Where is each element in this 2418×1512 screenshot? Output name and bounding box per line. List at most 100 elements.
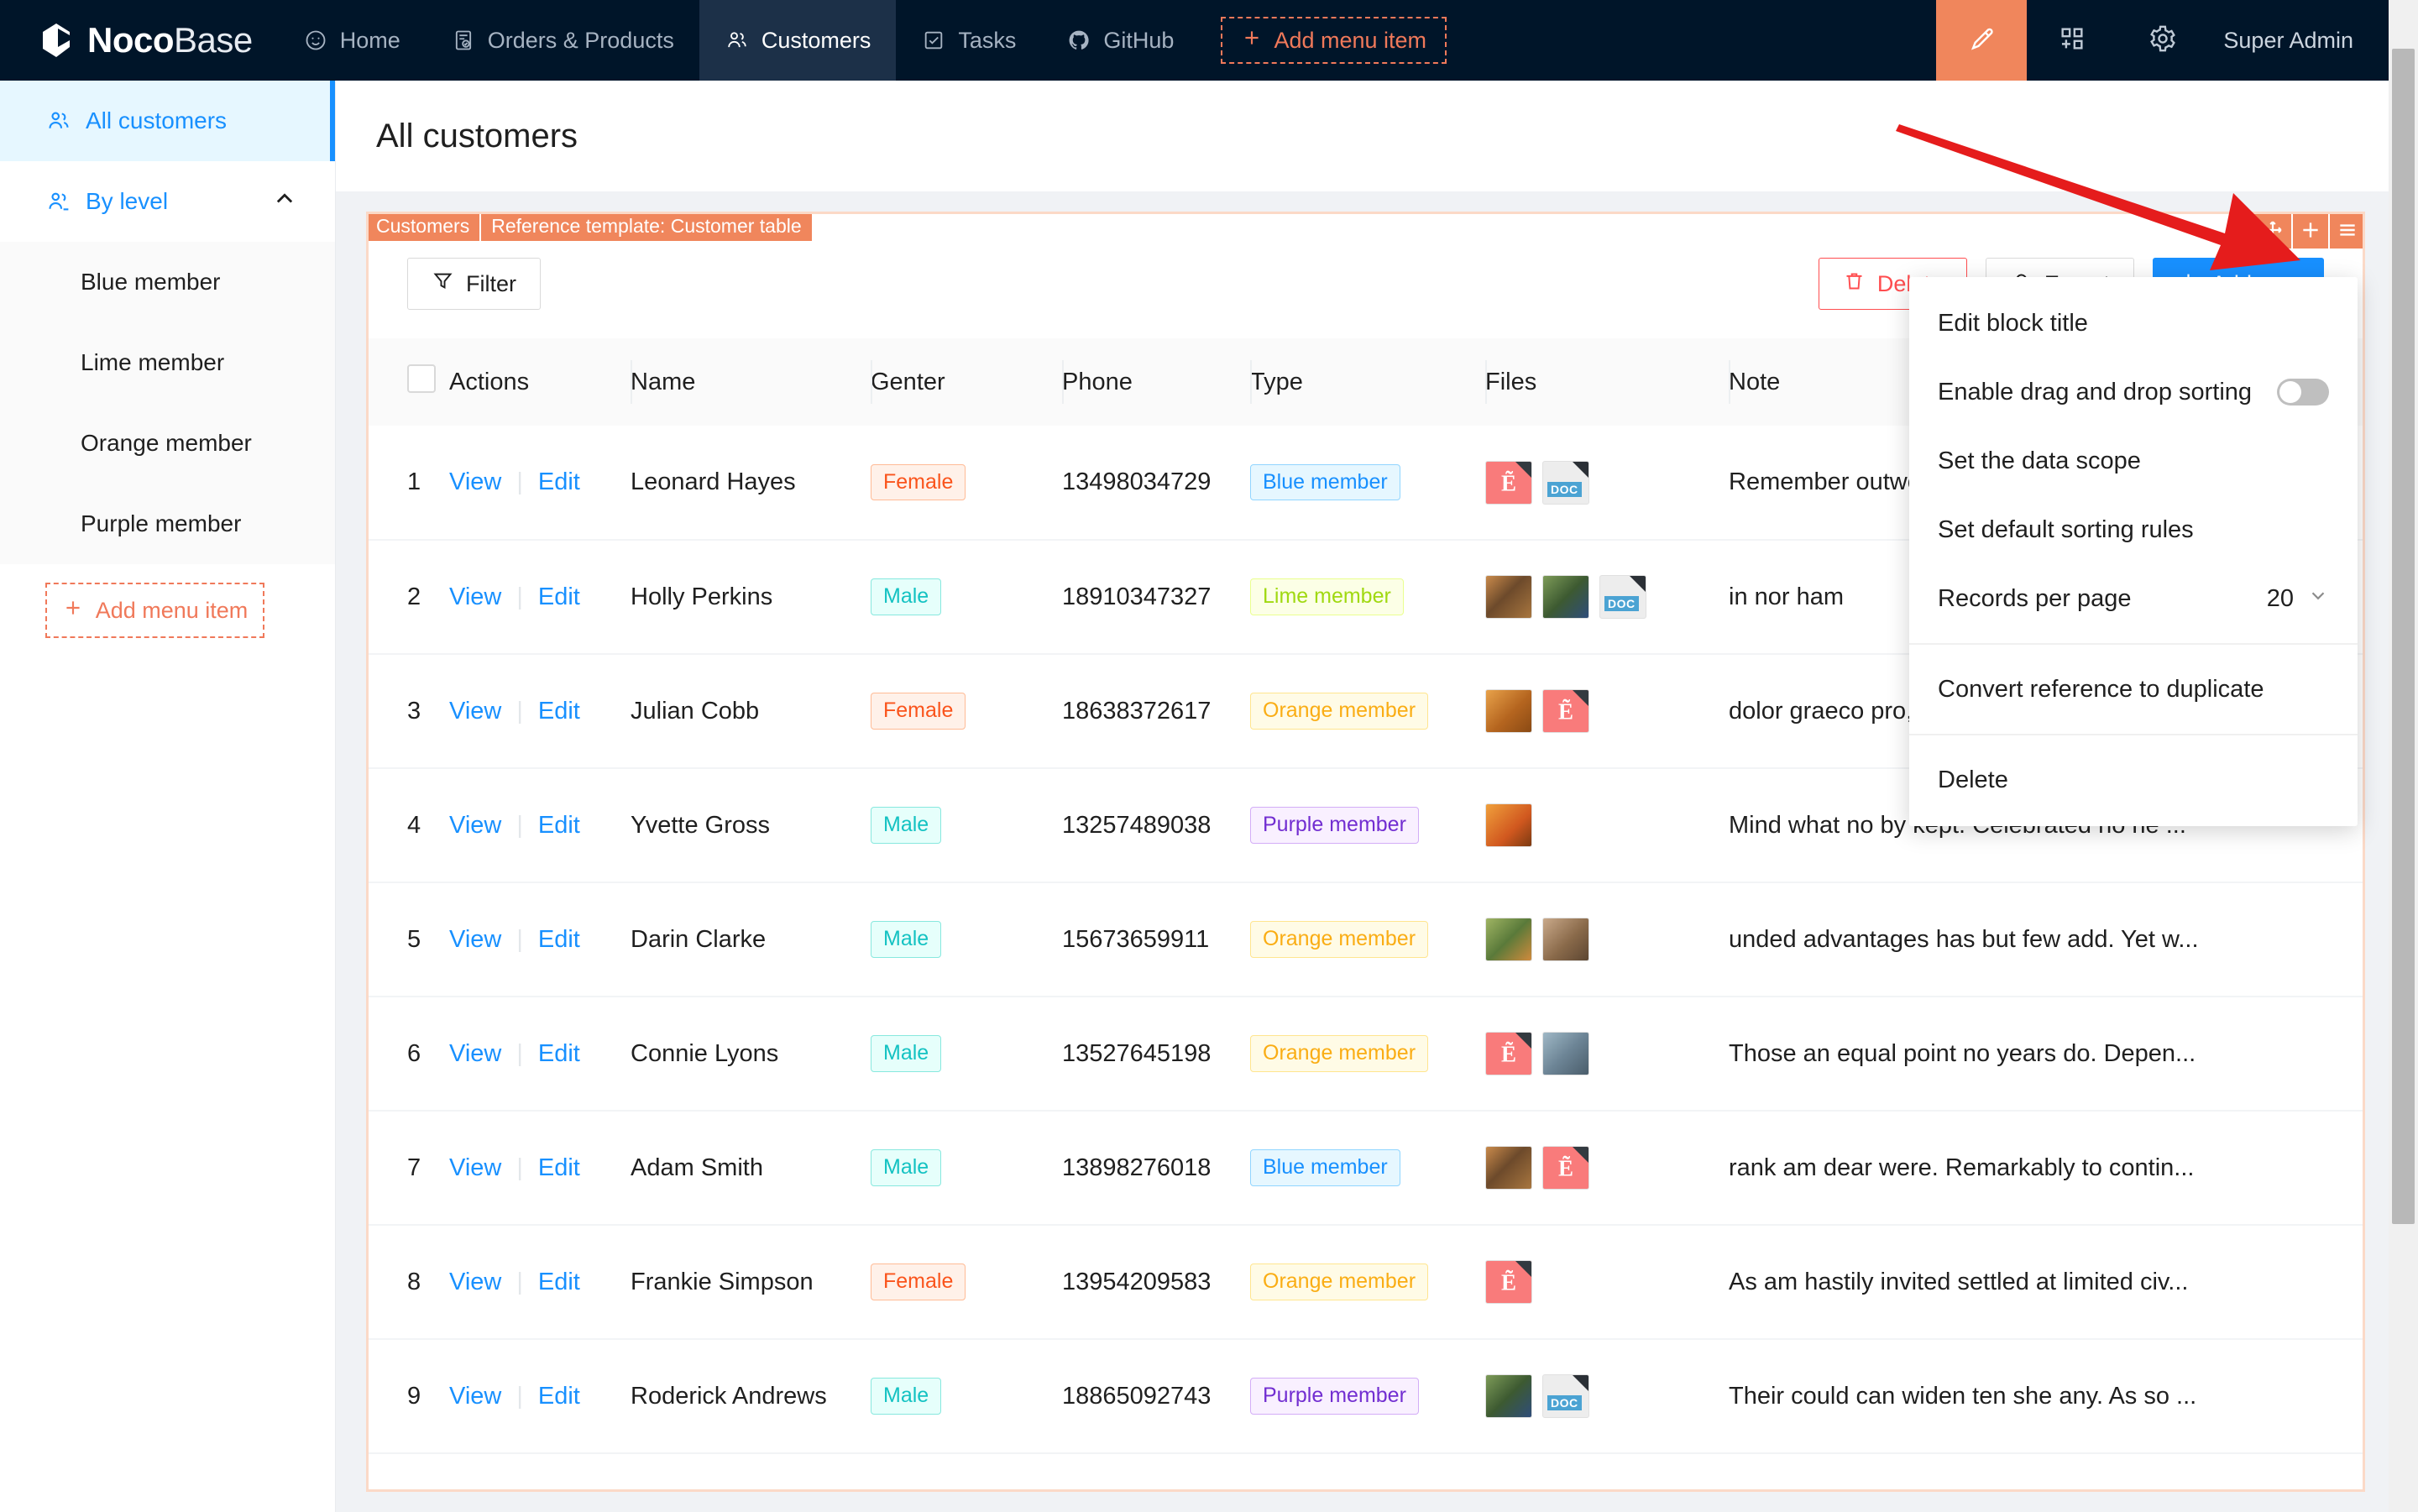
pdf-file-icon[interactable]: Ẽ (1485, 1260, 1532, 1304)
menu-item-enable-drag-and-drop-sorting[interactable]: Enable drag and drop sorting (1909, 358, 2358, 426)
cell-genter: Female (871, 426, 1062, 541)
image-thumbnail[interactable] (1485, 918, 1532, 961)
menu-item-set-default-sorting-rules[interactable]: Set default sorting rules (1909, 495, 2358, 564)
view-link[interactable]: View (449, 1382, 502, 1410)
cell-phone: 13498034729 (1062, 426, 1250, 541)
edit-link[interactable]: Edit (537, 1154, 580, 1181)
scroll-down-icon[interactable] (2389, 1483, 2418, 1512)
view-link[interactable]: View (449, 1268, 502, 1295)
cell-genter: Male (871, 1339, 1062, 1454)
nav-item-home[interactable]: Home (278, 0, 426, 81)
cell-note: rank am dear were. Remarkably to contin.… (1729, 1111, 2363, 1226)
table-row[interactable]: 8 View | Edit Frankie Simpson Female 139… (369, 1225, 2363, 1340)
column-header-files: Files (1485, 338, 1729, 426)
filter-button[interactable]: Filter (407, 258, 541, 310)
sidebar-item-orange-member[interactable]: Orange member (0, 403, 335, 484)
select-all-checkbox[interactable] (407, 364, 436, 393)
cell-name: Julian Cobb (631, 654, 871, 769)
menu-item-set-the-data-scope[interactable]: Set the data scope (1909, 426, 2358, 495)
page-vertical-scrollbar[interactable] (2389, 0, 2418, 1512)
settings-button[interactable] (2117, 0, 2208, 81)
ui-editor-toggle-button[interactable] (1936, 0, 2028, 81)
sidebar-item-blue-member[interactable]: Blue member (0, 242, 335, 322)
menu-item-delete[interactable]: Delete (1909, 746, 2358, 814)
table-row[interactable]: 1 View | Edit Leonard Hayes Female 13498… (369, 426, 2363, 541)
image-thumbnail[interactable] (1485, 575, 1532, 619)
view-link[interactable]: View (449, 697, 502, 725)
view-link[interactable]: View (449, 1039, 502, 1067)
column-header-type: Type (1250, 338, 1485, 426)
menu-item-edit-block-title[interactable]: Edit block title (1909, 289, 2358, 358)
table-row[interactable]: 6 View | Edit Connie Lyons Male 13527645… (369, 997, 2363, 1112)
pdf-glyph: Ẽ (1500, 1269, 1517, 1295)
table-row[interactable]: 9 View | Edit Roderick Andrews Male 1886… (369, 1339, 2363, 1454)
nav-item-orders-products[interactable]: Orders & Products (426, 0, 699, 81)
view-link[interactable]: View (449, 811, 502, 839)
doc-file-icon[interactable]: DOC (1542, 1374, 1589, 1418)
row-actions: View | Edit (449, 1339, 631, 1454)
edit-link[interactable]: Edit (537, 925, 580, 953)
cell-phone: 15673659911 (1062, 882, 1250, 997)
image-thumbnail[interactable] (1542, 575, 1589, 619)
table-row[interactable]: 5 View | Edit Darin Clarke Male 15673659… (369, 882, 2363, 997)
filter-label: Filter (466, 270, 516, 296)
edit-link[interactable]: Edit (537, 697, 580, 725)
table-row[interactable]: 7 View | Edit Adam Smith Male 1389827601… (369, 1111, 2363, 1226)
image-thumbnail[interactable] (1542, 918, 1589, 961)
add-menu-item-button[interactable]: Add menu item (1221, 17, 1447, 64)
cell-type: Orange member (1250, 1225, 1485, 1340)
cell-files: Ẽ DOC (1485, 426, 1729, 541)
nav-item-tasks[interactable]: Tasks (896, 0, 1041, 81)
records-per-page-control[interactable]: 20 (2267, 584, 2329, 613)
chevron-up-icon[interactable] (273, 187, 296, 217)
edit-link[interactable]: Edit (537, 1382, 580, 1410)
image-thumbnail[interactable] (1485, 803, 1532, 847)
sidebar-item-all-customers[interactable]: All customers (0, 81, 335, 161)
pdf-file-icon[interactable]: Ẽ (1542, 1146, 1589, 1190)
hamburger-menu-icon[interactable] (2328, 214, 2363, 249)
menu-item-convert-reference-to-duplicate[interactable]: Convert reference to duplicate (1909, 655, 2358, 724)
edit-link[interactable]: Edit (537, 468, 580, 495)
plus-icon[interactable] (2291, 214, 2328, 249)
plugins-button[interactable] (2027, 0, 2117, 81)
edit-link[interactable]: Edit (537, 1039, 580, 1067)
sidebar-item-by-level[interactable]: By level (0, 161, 335, 242)
pdf-file-icon[interactable]: Ẽ (1485, 1032, 1532, 1075)
scrollbar-thumb[interactable] (2392, 49, 2415, 1224)
user-menu-button[interactable]: Super Admin (2208, 0, 2389, 81)
nav-item-customers[interactable]: Customers (699, 0, 897, 81)
column-header-phone: Phone (1062, 338, 1250, 426)
edit-link[interactable]: Edit (537, 1268, 580, 1295)
pdf-file-icon[interactable]: Ẽ (1542, 689, 1589, 733)
file-list (1485, 803, 1729, 847)
sidebar-item-lime-member[interactable]: Lime member (0, 322, 335, 403)
scroll-up-icon[interactable] (2389, 0, 2418, 29)
sidebar-item-purple-member[interactable]: Purple member (0, 484, 335, 564)
view-link[interactable]: View (449, 1154, 502, 1181)
type-tag: Orange member (1250, 921, 1429, 958)
cell-phone: 18910347327 (1062, 540, 1250, 655)
edit-link[interactable]: Edit (537, 811, 580, 839)
page-fold (1515, 1261, 1531, 1277)
doc-file-icon[interactable]: DOC (1599, 575, 1646, 619)
view-link[interactable]: View (449, 583, 502, 610)
nav-item-github[interactable]: GitHub (1041, 0, 1199, 81)
drag-sorting-toggle[interactable] (2277, 379, 2329, 405)
menu-item-records-per-page[interactable]: Records per page 20 (1909, 564, 2358, 633)
image-thumbnail[interactable] (1542, 1032, 1589, 1075)
cell-genter: Male (871, 1111, 1062, 1226)
edit-link[interactable]: Edit (537, 583, 580, 610)
image-thumbnail[interactable] (1485, 1374, 1532, 1418)
view-link[interactable]: View (449, 925, 502, 953)
app-logo[interactable]: NocoBase (0, 0, 278, 81)
row-actions: View | Edit (449, 1225, 631, 1340)
action-separator: | (516, 583, 523, 610)
drag-move-icon[interactable] (2254, 214, 2291, 249)
view-link[interactable]: View (449, 468, 502, 495)
doc-file-icon[interactable]: DOC (1542, 460, 1589, 505)
file-list: DOC (1485, 575, 1729, 619)
image-thumbnail[interactable] (1485, 1146, 1532, 1190)
sidebar-add-menu-item-button[interactable]: Add menu item (45, 583, 264, 638)
pdf-file-icon[interactable]: Ẽ (1485, 460, 1532, 505)
image-thumbnail[interactable] (1485, 689, 1532, 733)
